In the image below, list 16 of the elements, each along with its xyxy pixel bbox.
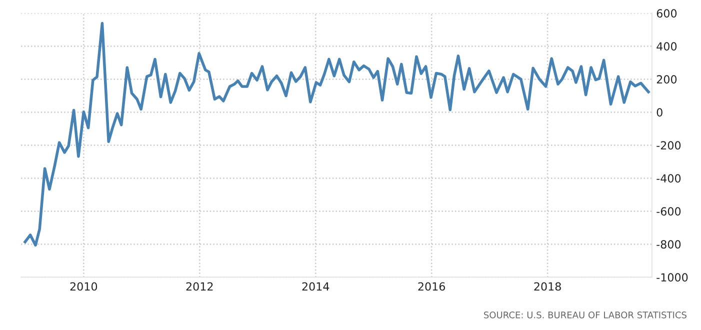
- y-tick-label: -800: [656, 240, 681, 249]
- x-tick-label: 2018: [534, 282, 561, 291]
- x-tick-label: 2010: [70, 282, 98, 291]
- x-tick-label: 2016: [418, 282, 446, 291]
- x-tick-label: 2012: [186, 282, 213, 291]
- y-tick-label: 0: [656, 108, 662, 117]
- y-tick-label: -400: [656, 174, 681, 183]
- y-tick-label: -1000: [656, 273, 688, 282]
- y-tick-label: -200: [656, 141, 681, 150]
- y-tick-label: -600: [656, 207, 681, 216]
- y-tick-label: 200: [656, 75, 677, 84]
- source-note: SOURCE: U.S. BUREAU OF LABOR STATISTICS: [484, 312, 686, 318]
- line-series: [24, 22, 650, 247]
- x-tick-label: 2014: [302, 282, 330, 291]
- y-tick-label: 600: [656, 9, 677, 18]
- y-tick-label: 400: [656, 42, 677, 51]
